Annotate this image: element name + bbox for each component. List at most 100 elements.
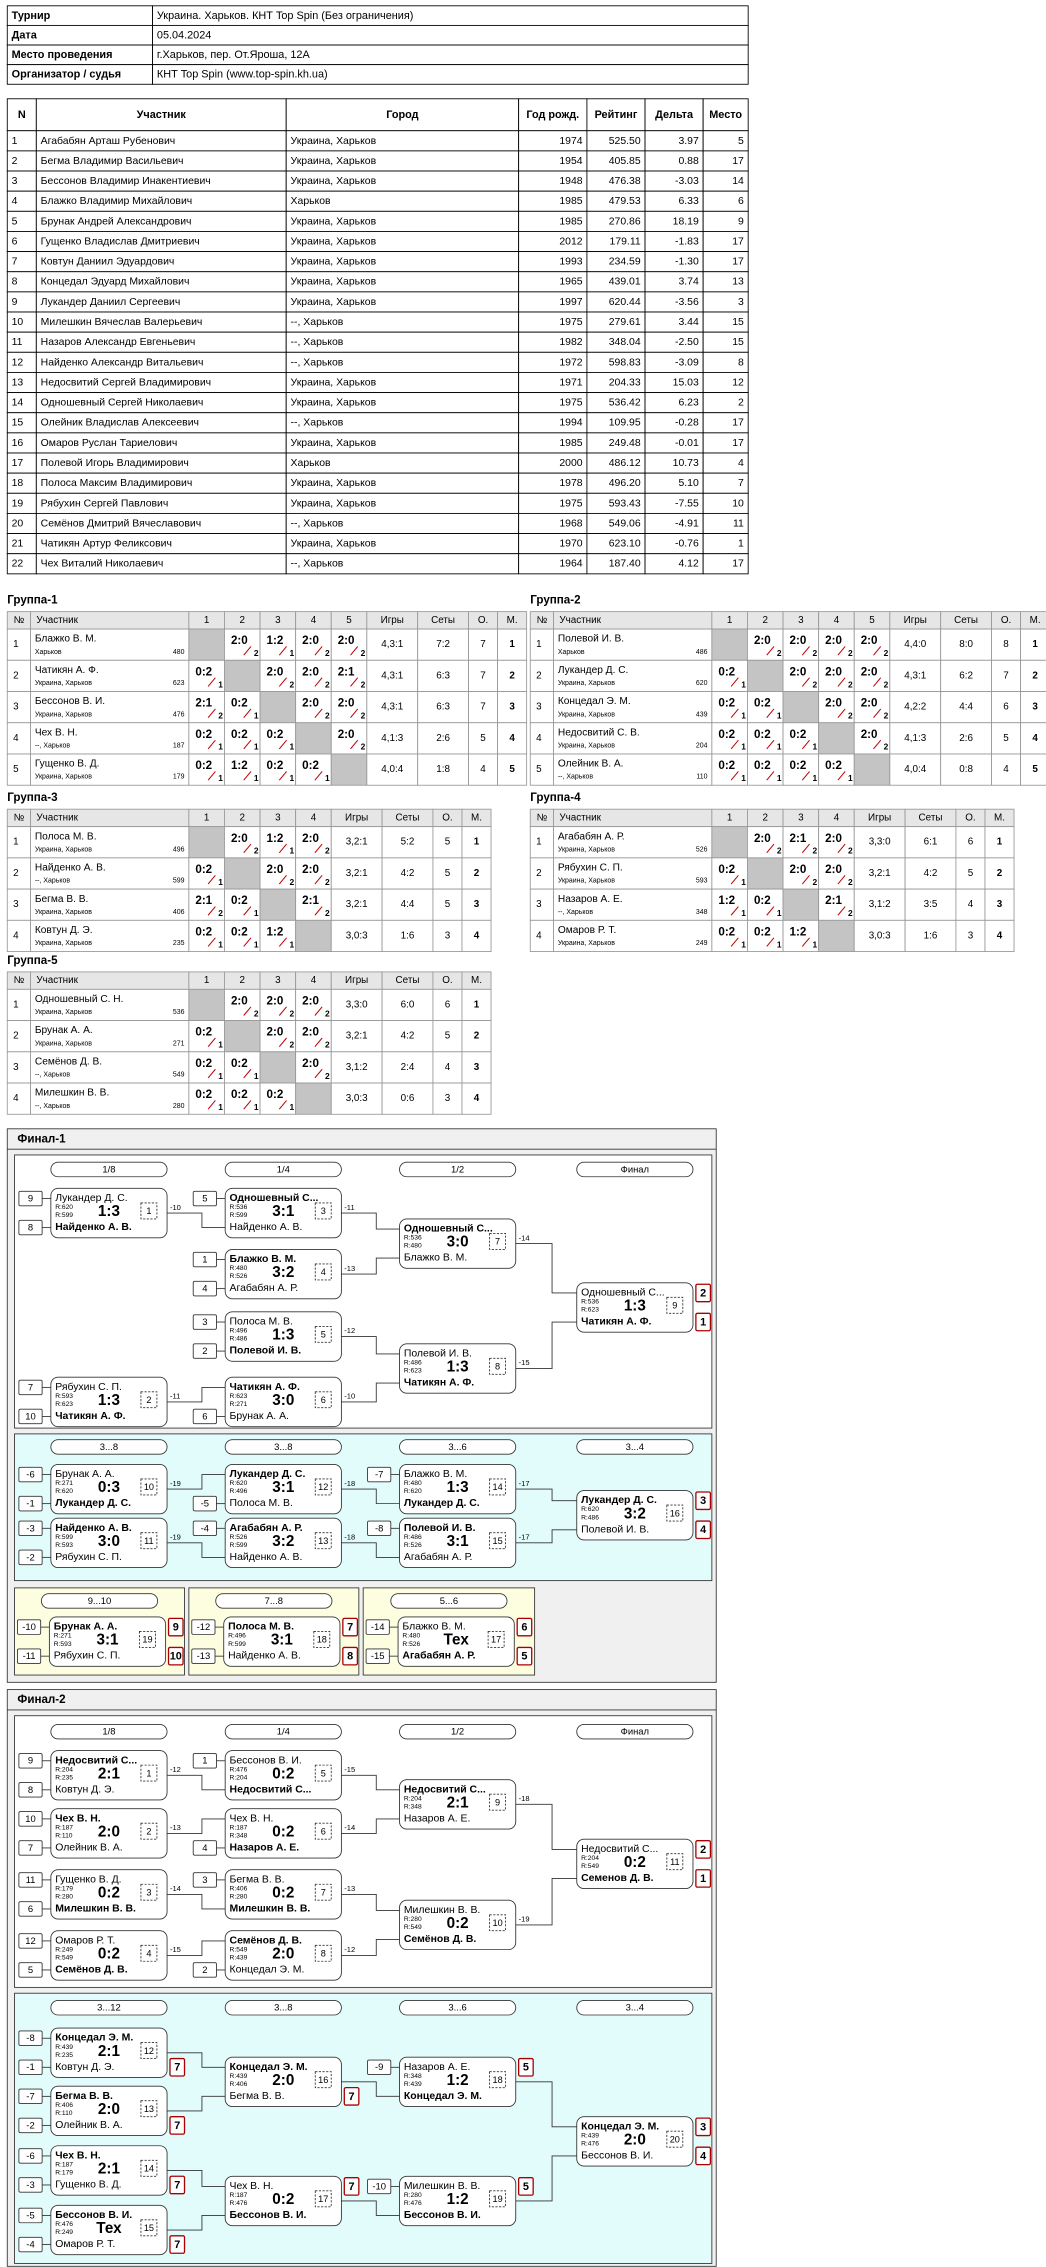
table-text: Омаров Руслан Тариелович xyxy=(41,438,178,449)
seed-label: -13 xyxy=(197,1651,211,1662)
group-player-rating: 476 xyxy=(173,711,185,718)
group-score-points: 1 xyxy=(218,742,223,752)
group-column-header: 3 xyxy=(798,615,804,626)
group-column-header: 2 xyxy=(240,615,245,626)
group-place: 4 xyxy=(1032,733,1038,744)
seed-label: -14 xyxy=(371,1622,385,1633)
seed-box xyxy=(192,1753,217,1769)
group-cell xyxy=(224,826,261,859)
group-cell xyxy=(818,659,855,692)
group-score: 2:0 xyxy=(302,1026,319,1039)
group-cell xyxy=(330,826,383,859)
table-text: Украина, Харьков xyxy=(291,478,377,489)
header-key: Место проведения xyxy=(12,49,113,61)
seed-label: 7 xyxy=(28,1843,33,1854)
group-score: 2:0 xyxy=(302,697,319,710)
seed-label: 9 xyxy=(28,1756,33,1767)
table-text: Украина, Харьков xyxy=(291,176,377,187)
player-name: Бессонов В. И. xyxy=(230,2210,307,2221)
group-column-header: М. xyxy=(507,615,518,626)
round-header-label: 3...8 xyxy=(274,2003,292,2014)
score-slash xyxy=(278,1037,287,1048)
group-column-header: Сеты xyxy=(919,812,943,823)
match-number: 5 xyxy=(321,1330,326,1340)
match-score: 1:3 xyxy=(447,1359,469,1376)
score-slash xyxy=(207,906,216,916)
group-cell xyxy=(497,628,528,661)
bracket-connector xyxy=(341,1542,400,1558)
group-score: 2:0 xyxy=(790,665,807,678)
group-cell xyxy=(30,988,190,1022)
column-header: Год рожд. xyxy=(526,109,579,121)
round-header-label: 1/2 xyxy=(451,1164,464,1175)
group-games: 4,1:3 xyxy=(381,733,403,744)
group-place: 3 xyxy=(509,702,515,713)
group-cell xyxy=(381,857,434,890)
group-cell xyxy=(711,691,748,724)
group-score-points: 1 xyxy=(741,939,746,949)
player-name: Брунак А. А. xyxy=(55,1469,114,1480)
group-score-points: 1 xyxy=(289,742,294,752)
bracket-connector xyxy=(167,1940,226,1956)
group-points: 7 xyxy=(1003,670,1008,681)
place-label: 7 xyxy=(174,2239,180,2251)
seed-box xyxy=(192,1962,217,1978)
bracket-connector xyxy=(167,2052,226,2068)
match-box xyxy=(399,1779,517,1830)
place-label: 7 xyxy=(347,1622,353,1634)
group-place: 4 xyxy=(997,930,1003,941)
group-points: 7 xyxy=(480,670,485,681)
group-row-number: 4 xyxy=(13,1093,19,1104)
group-score: 0:2 xyxy=(302,759,319,772)
match-number: 2 xyxy=(146,1827,151,1837)
table-text: 18.19 xyxy=(673,216,699,227)
match-score: 3:1 xyxy=(272,1203,295,1220)
loser-destination: -17 xyxy=(519,1533,530,1542)
group-column-header: 2 xyxy=(763,812,768,823)
round-header-label: Финал xyxy=(621,1727,649,1738)
loser-destination: -12 xyxy=(170,1765,181,1774)
group-player-rating: 623 xyxy=(173,680,185,687)
player-rating: R:249 xyxy=(55,1946,73,1953)
group-cell xyxy=(6,826,31,859)
table-text: Чех Виталий Николаевич xyxy=(41,559,164,570)
player-name: Полоса М. В. xyxy=(230,1498,293,1509)
group-column-header: 1 xyxy=(204,975,209,986)
table-text: --, Харьков xyxy=(291,559,344,570)
group-cell xyxy=(417,659,469,692)
group-player-rating: 348 xyxy=(696,909,708,916)
group-place: 3 xyxy=(474,1062,480,1073)
table-text: 13 xyxy=(12,377,24,388)
group-score-points: 1 xyxy=(218,679,223,689)
match-number: 13 xyxy=(318,1536,328,1546)
group-score: 2:1 xyxy=(195,894,212,907)
player-rating: R:271 xyxy=(54,1633,72,1640)
group-score-points: 2 xyxy=(254,846,259,856)
seed-box xyxy=(18,1962,43,1978)
player-rating: R:486 xyxy=(581,1514,599,1521)
player-name: Одношевный С... xyxy=(404,1224,493,1235)
group-cell xyxy=(6,753,31,786)
score-slash xyxy=(278,874,287,885)
bracket-connector xyxy=(167,2215,226,2231)
group-cell xyxy=(417,691,469,724)
group-place: 3 xyxy=(474,899,480,910)
player-rating: R:623 xyxy=(55,1401,73,1408)
match-score: 0:2 xyxy=(624,1854,646,1871)
table-text: -3.03 xyxy=(675,176,699,187)
group-score: 2:0 xyxy=(302,994,319,1007)
group-cell xyxy=(188,1051,225,1084)
match-number-box xyxy=(140,2159,158,2177)
round-header-label: 3...4 xyxy=(626,2003,644,2014)
group-player-rating: 249 xyxy=(696,940,708,947)
place-box xyxy=(167,1617,184,1637)
loser-destination: -19 xyxy=(170,1533,181,1542)
group-cell xyxy=(818,826,855,859)
group-column-header: 5 xyxy=(346,615,352,626)
group-player-name: Ковтун Д. Э. xyxy=(35,925,93,936)
group-score: 0:2 xyxy=(754,894,771,907)
table-text: 496.20 xyxy=(609,478,641,489)
place-label: 4 xyxy=(700,1524,706,1536)
seed-label: -15 xyxy=(371,1651,385,1662)
